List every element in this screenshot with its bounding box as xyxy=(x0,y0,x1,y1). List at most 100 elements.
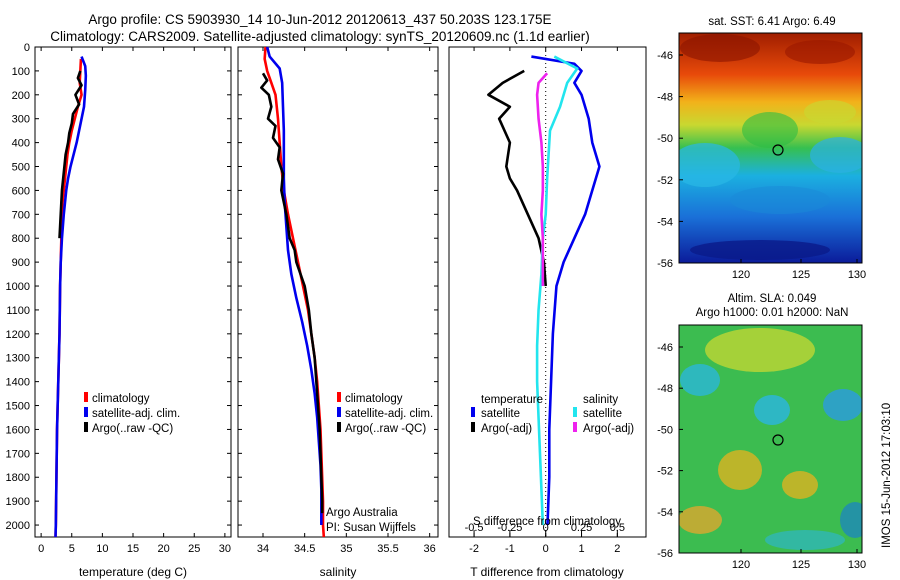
salinity-legend: climatology satellite-adj. clim. Argo(..… xyxy=(337,392,433,435)
y-tick-label: 1700 xyxy=(6,448,30,460)
y-tick-label: 800 xyxy=(12,233,30,245)
legend-temperature-title: temperature xyxy=(481,394,543,406)
series-line xyxy=(265,46,323,526)
x-tick-label: 5 xyxy=(69,543,75,555)
sst-map-image xyxy=(679,33,862,263)
series-line xyxy=(531,55,601,526)
sst-map: sat. SST: 6.41 Argo: 6.49 -46 -48 -50 -52 -5… xyxy=(657,16,866,281)
x-tick-label: -1 xyxy=(505,543,515,555)
temperature-axes-box xyxy=(34,46,232,538)
map-y-tick-label: -50 xyxy=(657,133,673,145)
sla-map: Altim. SLA: 0.049 Argo h1000: 0.01 h2000… xyxy=(657,293,866,571)
y-tick-label: 1500 xyxy=(6,401,30,413)
legend-temp-argo-swatch xyxy=(471,422,475,432)
map-y-tick-label: -48 xyxy=(657,92,673,104)
y-tick-label: 700 xyxy=(12,209,30,221)
argo-float-marker xyxy=(772,434,784,446)
sla-map-title-line2: Argo h1000: 0.01 h2000: NaN xyxy=(696,307,849,319)
temperature-legend: climatology satellite-adj. clim. Argo(..… xyxy=(84,392,180,435)
x-tick-label: 0 xyxy=(543,543,549,555)
credit-line2: PI: Susan Wijffels xyxy=(326,522,416,534)
chart-title-line1: Argo profile: CS 5903930_14 10-Jun-2012 … xyxy=(88,12,552,27)
map-y-tick-label: -54 xyxy=(657,216,673,228)
difference-panel: -2 -1 0 1 2 -0.5 -0.25 0 0.25 0.5 T difference f… xyxy=(448,46,647,579)
salinity-panel: 34 34.5 35 35.5 36 salinity climatology sate… xyxy=(237,46,439,579)
legend-salinity-title: salinity xyxy=(583,394,618,406)
legend-climatology-label: climatology xyxy=(345,393,403,405)
series-line xyxy=(260,72,324,514)
series-line xyxy=(535,72,549,287)
sst-map-frame xyxy=(678,32,863,264)
map-x-tick-label: 120 xyxy=(732,559,750,571)
legend-climatology-swatch xyxy=(337,392,341,402)
argo-float-marker xyxy=(772,144,784,156)
map-y-tick-label: -56 xyxy=(657,258,673,270)
legend-sal-satellite-swatch xyxy=(573,407,577,417)
y-tick-label: 1000 xyxy=(6,281,30,293)
legend-temp-satellite-label: satellite xyxy=(481,408,520,420)
legend-argo-swatch xyxy=(337,422,341,432)
difference-axes-box xyxy=(448,46,647,538)
x-tick-label: 35.5 xyxy=(377,543,398,555)
series-line xyxy=(58,70,83,239)
x-tick-label: 20 xyxy=(158,543,170,555)
x-tick-label: 2 xyxy=(614,543,620,555)
y-tick-label: 1300 xyxy=(6,353,30,365)
x2-tick-label: 0 xyxy=(543,522,549,534)
x-tick-label: 34.5 xyxy=(294,543,315,555)
sla-map-title-line1: Altim. SLA: 0.049 xyxy=(728,293,817,305)
credit-line1: Argo Australia xyxy=(326,507,398,519)
x-tick-label: 34 xyxy=(257,543,269,555)
y-tick-label: 0 xyxy=(24,42,30,54)
difference-legend: temperature salinity satellite Argo(-adj… xyxy=(471,394,634,435)
legend-sal-satellite-label: satellite xyxy=(583,408,622,420)
y-tick-label: 1900 xyxy=(6,496,30,508)
x-tick-label: 35 xyxy=(340,543,352,555)
x2-tick-label: -0.5 xyxy=(465,522,484,534)
x-tick-label: 1 xyxy=(578,543,584,555)
x-tick-label: 10 xyxy=(96,543,108,555)
y-tick-label: 200 xyxy=(12,90,30,102)
map-y-tick-label: -52 xyxy=(657,175,673,187)
y-tick-label: 100 xyxy=(12,66,30,78)
y-tick-label: 1800 xyxy=(6,472,30,484)
map-x-tick-label: 125 xyxy=(792,559,810,571)
imos-timestamp: IMOS 15-Jun-2012 17:03:10 xyxy=(881,403,893,548)
salinity-axis-label: salinity xyxy=(320,565,357,579)
x-tick-label: 25 xyxy=(188,543,200,555)
y-tick-label: 400 xyxy=(12,138,30,150)
sla-map-image xyxy=(679,325,862,553)
chart-title-line2: Climatology: CARS2009. Satellite-adjuste… xyxy=(50,29,590,44)
legend-satellite-swatch xyxy=(337,407,341,417)
x-tick-label: 30 xyxy=(219,543,231,555)
sst-map-title: sat. SST: 6.41 Argo: 6.49 xyxy=(708,16,835,28)
legend-temp-satellite-swatch xyxy=(471,407,475,417)
legend-sal-argo-label: Argo(-adj) xyxy=(583,423,634,435)
y-tick-label: 1600 xyxy=(6,424,30,436)
map-x-tick-label: 130 xyxy=(848,559,866,571)
y-tick-label: 1400 xyxy=(6,377,30,389)
legend-temp-argo-label: Argo(-adj) xyxy=(481,423,532,435)
t-difference-axis-label: T difference from climatology xyxy=(470,565,624,579)
y-tick-label: 2000 xyxy=(6,520,30,532)
map-x-tick-label: 125 xyxy=(792,269,810,281)
x-tick-label: 0 xyxy=(38,543,44,555)
legend-satellite-label: satellite-adj. clim. xyxy=(345,408,433,420)
x2-tick-label: 0.5 xyxy=(610,522,625,534)
map-y-tick-label: -56 xyxy=(657,548,673,560)
x2-tick-label: -0.25 xyxy=(497,522,522,534)
legend-argo-label: Argo(..raw -QC) xyxy=(345,423,426,435)
legend-argo-label: Argo(..raw -QC) xyxy=(92,423,173,435)
temperature-axis-label: temperature (deg C) xyxy=(79,565,187,579)
y-tick-label: 500 xyxy=(12,162,30,174)
legend-argo-swatch xyxy=(84,422,88,432)
map-y-tick-label: -50 xyxy=(657,424,673,436)
sla-map-frame xyxy=(678,324,863,554)
legend-satellite-swatch xyxy=(84,407,88,417)
map-x-tick-label: 130 xyxy=(848,269,866,281)
map-y-tick-label: -46 xyxy=(657,342,673,354)
s-difference-axis-label: S difference from climatology xyxy=(473,516,621,528)
legend-climatology-label: climatology xyxy=(92,393,150,405)
x-tick-label: 15 xyxy=(127,543,139,555)
